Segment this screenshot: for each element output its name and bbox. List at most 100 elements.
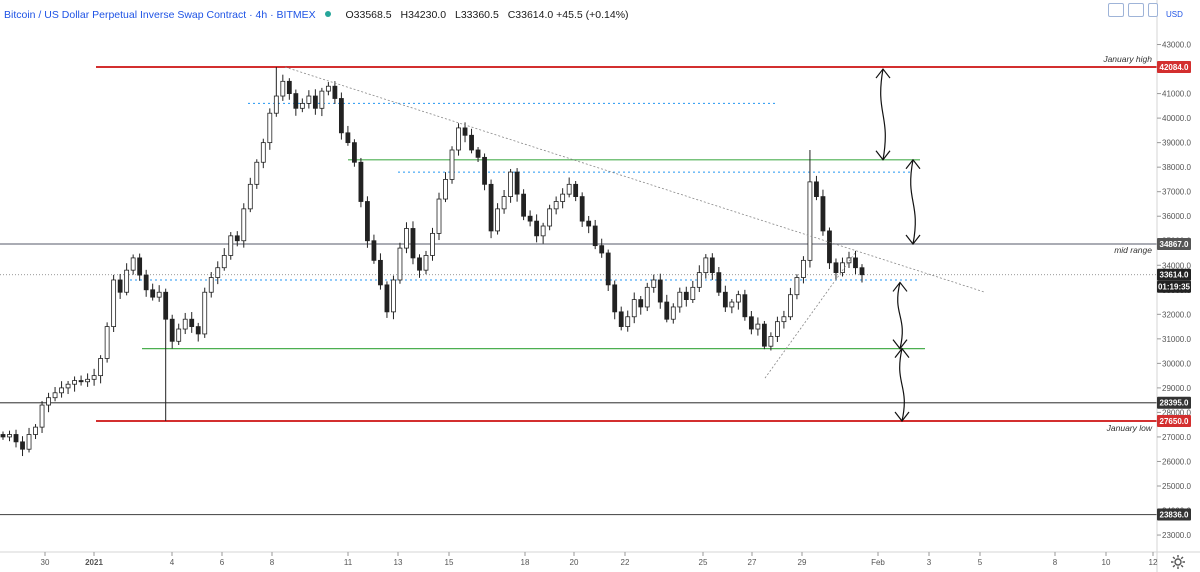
arrow-head-down: [892, 339, 908, 350]
candle-down: [163, 291, 169, 320]
x-tick-label: 6: [220, 558, 225, 567]
candle-up: [449, 149, 455, 180]
symbol-header: Bitcoin / US Dollar Perpetual Inverse Sw…: [4, 9, 629, 21]
y-tick-label: 37000.0: [1162, 188, 1191, 197]
arrow-head-down: [875, 150, 891, 161]
candle-down: [169, 318, 175, 342]
candle-down: [827, 230, 832, 264]
price-badge: [1157, 61, 1191, 73]
candle-down: [345, 132, 351, 144]
candle-down: [521, 193, 527, 217]
candle-up: [566, 183, 572, 195]
candle-up: [553, 201, 559, 210]
price-badge: [1157, 396, 1191, 409]
candle-up: [540, 225, 546, 237]
candle-down: [195, 326, 201, 335]
candle-up: [670, 306, 676, 320]
candle-down: [853, 257, 858, 269]
candle-down: [338, 98, 344, 134]
arrow-head-up: [905, 158, 921, 170]
candle-up: [768, 335, 774, 347]
candle-up: [644, 286, 650, 308]
y-tick-label: 43000.0: [1162, 41, 1191, 50]
x-tick-label: 10: [1102, 558, 1111, 567]
candle-down: [605, 252, 611, 286]
candle-down: [716, 272, 722, 293]
arrow-head-down: [905, 234, 921, 245]
candle-down: [514, 171, 520, 195]
candle-down: [286, 80, 292, 94]
price-badge-label: 34867.0: [1160, 240, 1189, 249]
candle-down: [332, 85, 338, 99]
candle-up: [560, 193, 566, 202]
close-pane-button[interactable]: [1148, 3, 1158, 17]
candle-up: [46, 397, 51, 406]
y-tick-label: 30000.0: [1162, 359, 1191, 368]
candle-down: [150, 289, 156, 298]
candle-up: [501, 196, 507, 210]
candle-down: [579, 196, 585, 222]
candle-down: [475, 149, 481, 158]
gear-icon[interactable]: [1170, 554, 1186, 570]
candle-up: [299, 102, 305, 109]
ohlc-open: O33568.5: [345, 9, 392, 21]
arrow-head-up: [894, 347, 910, 359]
candle-up: [85, 378, 90, 383]
candle-up: [221, 255, 227, 269]
ascending-trendline: [764, 252, 856, 379]
candle-up: [228, 235, 234, 256]
y-tick-label: 31000.0: [1162, 335, 1191, 344]
candle-down: [78, 380, 84, 383]
candle-down: [657, 279, 663, 303]
candle-up: [404, 228, 409, 249]
candle-up: [65, 383, 71, 389]
candle-up: [397, 247, 403, 281]
candle-up: [111, 279, 117, 327]
y-tick-label: 39000.0: [1162, 139, 1191, 148]
candle-up: [267, 112, 273, 144]
range-arrow: [899, 348, 905, 422]
y-tick-label: 38000.0: [1162, 163, 1191, 172]
candle-up: [729, 301, 735, 308]
maximize-pane-button[interactable]: [1128, 3, 1144, 17]
candle-down: [683, 291, 689, 300]
ohlc-change: +45.5 (+0.14%): [556, 9, 629, 21]
candle-up: [436, 198, 442, 234]
y-tick-label: 23000.0: [1162, 531, 1191, 540]
y-tick-label: 40000.0: [1162, 114, 1191, 123]
x-tick-label: 27: [748, 558, 757, 567]
x-tick-label: 4: [170, 558, 175, 567]
symbol-title[interactable]: Bitcoin / US Dollar Perpetual Inverse Sw…: [4, 9, 316, 21]
x-tick-label: 13: [394, 558, 403, 567]
candle-down: [117, 279, 123, 293]
x-tick-label: 8: [270, 558, 275, 567]
y-tick-label: 28000.0: [1162, 408, 1191, 417]
candle-up: [443, 179, 448, 200]
candle-down: [410, 228, 416, 259]
candle-up: [840, 262, 845, 274]
candle-down: [709, 257, 715, 274]
candle-up: [319, 90, 325, 109]
candle-down: [859, 267, 865, 276]
candle-down: [20, 441, 25, 450]
live-status-dot: [324, 11, 331, 17]
candle-up: [247, 183, 253, 210]
y-tick-label: 36000.0: [1162, 212, 1191, 221]
collapse-pane-button[interactable]: [1108, 3, 1124, 17]
candle-up: [176, 328, 182, 342]
candle-down: [534, 220, 540, 237]
y-tick-label: 34000.0: [1162, 261, 1191, 270]
time-axis[interactable]: 30 2021 4 6 8 11 13 15 18 20 22 25 27 29 Feb 3 5 8 10 12: [41, 552, 1158, 567]
price-badge-label: 23836.0: [1160, 511, 1189, 520]
x-tick-label: 29: [798, 558, 807, 567]
candle-down: [592, 225, 598, 247]
price-badge: [1157, 268, 1191, 281]
x-tick-label: 8: [1053, 558, 1058, 567]
price-badge-label: 42084.0: [1160, 63, 1189, 72]
candle-up: [306, 95, 312, 104]
candle-down: [748, 316, 754, 330]
currency-label[interactable]: USD: [1166, 10, 1183, 19]
x-tick-label: 30: [41, 558, 50, 567]
candle-up: [59, 387, 64, 394]
